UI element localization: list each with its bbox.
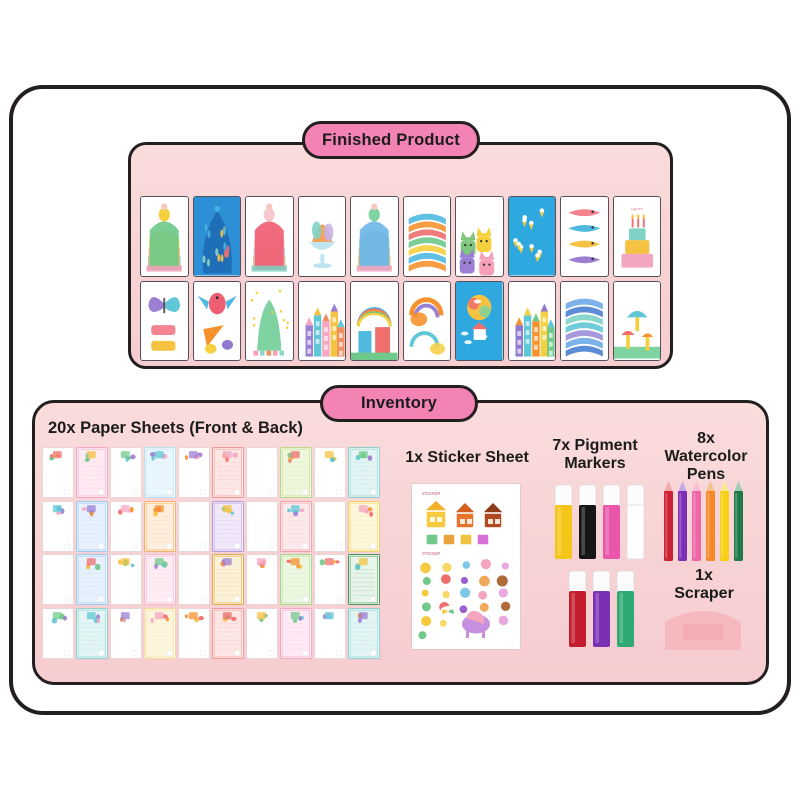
scraper-heading: 1x Scraper <box>656 567 752 603</box>
paper-sheet <box>314 500 346 552</box>
finished-card-colorful-city-buildings <box>507 280 556 361</box>
finished-product-card-grid: HAPPY <box>140 196 661 361</box>
finished-card-mushroom-meadow <box>612 280 661 361</box>
finished-card-blue-forest-trees <box>560 280 609 361</box>
watercolor-pens-heading-line3: Pens <box>686 465 726 483</box>
paper-sheet <box>42 607 74 659</box>
scraper-heading-line1: 1x <box>695 567 713 584</box>
finished-card-birthday-cake-tiers: HAPPY <box>612 196 661 277</box>
sticker-sheet-heading: 1x Sticker Sheet <box>405 449 529 466</box>
finished-card-fairytale-castle <box>297 280 346 361</box>
paper-sheet <box>110 554 142 606</box>
finished-card-green-castle-stars <box>245 280 294 361</box>
paper-sheet <box>212 447 244 499</box>
paper-sheet <box>76 500 108 552</box>
paper-sheet <box>212 554 244 606</box>
paper-sheet <box>76 607 108 659</box>
paper-sheet <box>144 500 176 552</box>
paper-sheet <box>42 554 74 606</box>
paper-sheet <box>76 554 108 606</box>
finished-card-hot-air-balloon-house <box>455 280 504 361</box>
paper-sheet <box>348 607 380 659</box>
paper-sheet <box>246 500 278 552</box>
finished-card-rainbow-hills <box>402 280 451 361</box>
paper-sheet <box>144 447 176 499</box>
pigment-markers-heading-line1: 7x Pigment <box>552 437 638 454</box>
watercolor-pens-heading: 8x Watercolor Pens <box>652 430 760 484</box>
paper-sheet <box>178 554 210 606</box>
finished-card-rainbow-over-town <box>350 280 399 361</box>
inventory-label: Inventory <box>320 385 478 422</box>
paper-sheet <box>178 500 210 552</box>
finished-card-three-cats <box>455 196 504 277</box>
finished-product-label: Finished Product <box>302 121 480 159</box>
paper-sheets-grid <box>42 447 380 659</box>
finished-card-stacked-fish <box>560 196 609 277</box>
finished-card-peacock <box>192 196 241 277</box>
svg-text:STICKER: STICKER <box>422 551 440 556</box>
pigment-markers-heading: 7x Pigment Markers <box>536 437 654 473</box>
paper-sheet <box>314 607 346 659</box>
paper-sheet <box>314 554 346 606</box>
svg-text:HAPPY: HAPPY <box>630 208 643 212</box>
paper-sheet <box>76 447 108 499</box>
watercolor-pens-image <box>659 478 747 563</box>
pigment-markers-image <box>552 483 648 649</box>
paper-sheet <box>42 447 74 499</box>
paper-sheet <box>178 607 210 659</box>
paper-sheet <box>348 500 380 552</box>
pigment-markers-heading-line2: Markers <box>564 454 626 472</box>
watercolor-pens-heading-line1: 8x <box>697 430 715 447</box>
paper-sheet <box>348 554 380 606</box>
watercolor-pens-heading-line2: Watercolor <box>664 447 748 465</box>
paper-sheet <box>110 447 142 499</box>
paper-sheet <box>280 554 312 606</box>
paper-sheet <box>314 447 346 499</box>
paper-sheet <box>110 607 142 659</box>
paper-sheet <box>280 500 312 552</box>
paper-sheet <box>144 607 176 659</box>
finished-card-princess-carousel-dress <box>140 196 189 277</box>
paper-sheet <box>246 447 278 499</box>
finished-card-pink-cake-ballerina <box>245 196 294 277</box>
paper-sheet <box>144 554 176 606</box>
paper-sheets-heading: 20x Paper Sheets (Front & Back) <box>48 419 303 437</box>
finished-card-striped-layers-landscape <box>402 196 451 277</box>
finished-card-orange-cake-fairy <box>350 196 399 277</box>
paper-sheet <box>348 447 380 499</box>
paper-sheet <box>280 447 312 499</box>
finished-card-parrot-and-kites <box>192 280 241 361</box>
paper-sheet <box>178 447 210 499</box>
paper-sheet <box>212 500 244 552</box>
finished-card-butterfly-and-popsicles <box>140 280 189 361</box>
paper-sheet <box>110 500 142 552</box>
scraper-heading-line2: Scraper <box>674 584 734 602</box>
sticker-sheet-image: STICKER STICKER <box>411 483 521 650</box>
paper-sheet <box>246 607 278 659</box>
finished-card-ice-cream-cones-blue <box>507 196 556 277</box>
paper-sheet <box>280 607 312 659</box>
paper-sheet <box>212 607 244 659</box>
scraper-image <box>657 604 749 652</box>
paper-sheet <box>42 500 74 552</box>
paper-sheet <box>246 554 278 606</box>
finished-card-ice-cream-sundae <box>297 196 346 277</box>
svg-text:STICKER: STICKER <box>422 491 440 496</box>
